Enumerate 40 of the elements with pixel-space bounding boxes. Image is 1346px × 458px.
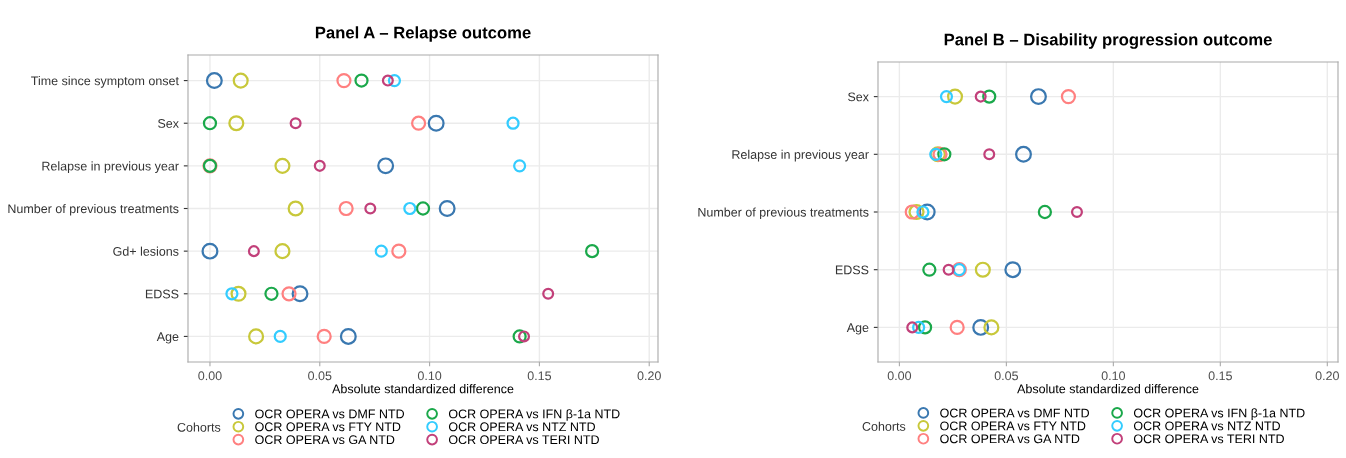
legend-label: OCR OPERA vs GA NTD	[940, 434, 1080, 444]
x-tick-label: 0.15	[1208, 371, 1232, 381]
legend-label: OCR OPERA vs DMF NTD	[940, 408, 1090, 418]
legend-label: OCR OPERA vs TERI NTD	[1133, 434, 1284, 444]
legend-label: OCR OPERA vs IFN β-1a NTD	[448, 409, 620, 421]
y-tick-label: Relapse in previous year	[42, 161, 179, 173]
x-axis-title: Absolute standardized difference	[332, 384, 514, 394]
x-axis-title: Absolute standardized difference	[1017, 384, 1199, 394]
legend-label: OCR OPERA vs NTZ NTD	[448, 422, 595, 432]
legend-label: OCR OPERA vs TERI NTD	[448, 435, 599, 445]
y-tick-label: Number of previous treatments	[698, 207, 869, 220]
legend-label: OCR OPERA vs IFN β-1a NTD	[1133, 408, 1305, 420]
legend-label: OCR OPERA vs GA NTD	[255, 435, 395, 445]
x-tick-label: 0.00	[887, 371, 912, 381]
y-tick-label: Gd+ lesions	[113, 246, 179, 256]
x-tick-label: 0.15	[527, 371, 552, 381]
y-tick-label: Number of previous treatments	[8, 203, 179, 216]
legend-label: OCR OPERA vs FTY NTD	[255, 422, 401, 432]
legend-label: OCR OPERA vs NTZ NTD	[1133, 421, 1280, 431]
y-tick-label: Time since symptom onset	[31, 76, 179, 88]
legend-label: OCR OPERA vs FTY NTD	[940, 421, 1086, 431]
legend-label: OCR OPERA vs DMF NTD	[255, 409, 405, 419]
chart-title: Panel A – Relapse outcome	[315, 26, 531, 42]
x-tick-label: 0.20	[1315, 371, 1339, 381]
y-tick-label: Age	[156, 332, 179, 344]
chart-title: Panel B – Disability progression outcome	[944, 33, 1272, 49]
y-tick-label: Sex	[158, 119, 179, 128]
y-tick-label: Age	[846, 323, 869, 335]
x-tick-label: 0.10	[417, 371, 442, 381]
x-tick-label: 0.20	[637, 371, 661, 381]
legend-title: Cohorts	[177, 422, 221, 432]
y-tick-label: Sex	[848, 92, 869, 102]
y-tick-label: EDSS	[145, 289, 179, 299]
x-tick-label: 0.05	[308, 371, 332, 381]
x-tick-label: 0.10	[1101, 371, 1126, 381]
y-tick-label: Relapse in previous year	[732, 149, 869, 162]
x-tick-label: 0.05	[994, 371, 1019, 381]
legend-title: Cohorts	[862, 421, 906, 431]
y-tick-label: EDSS	[835, 265, 869, 275]
x-tick-label: 0.00	[198, 371, 222, 381]
